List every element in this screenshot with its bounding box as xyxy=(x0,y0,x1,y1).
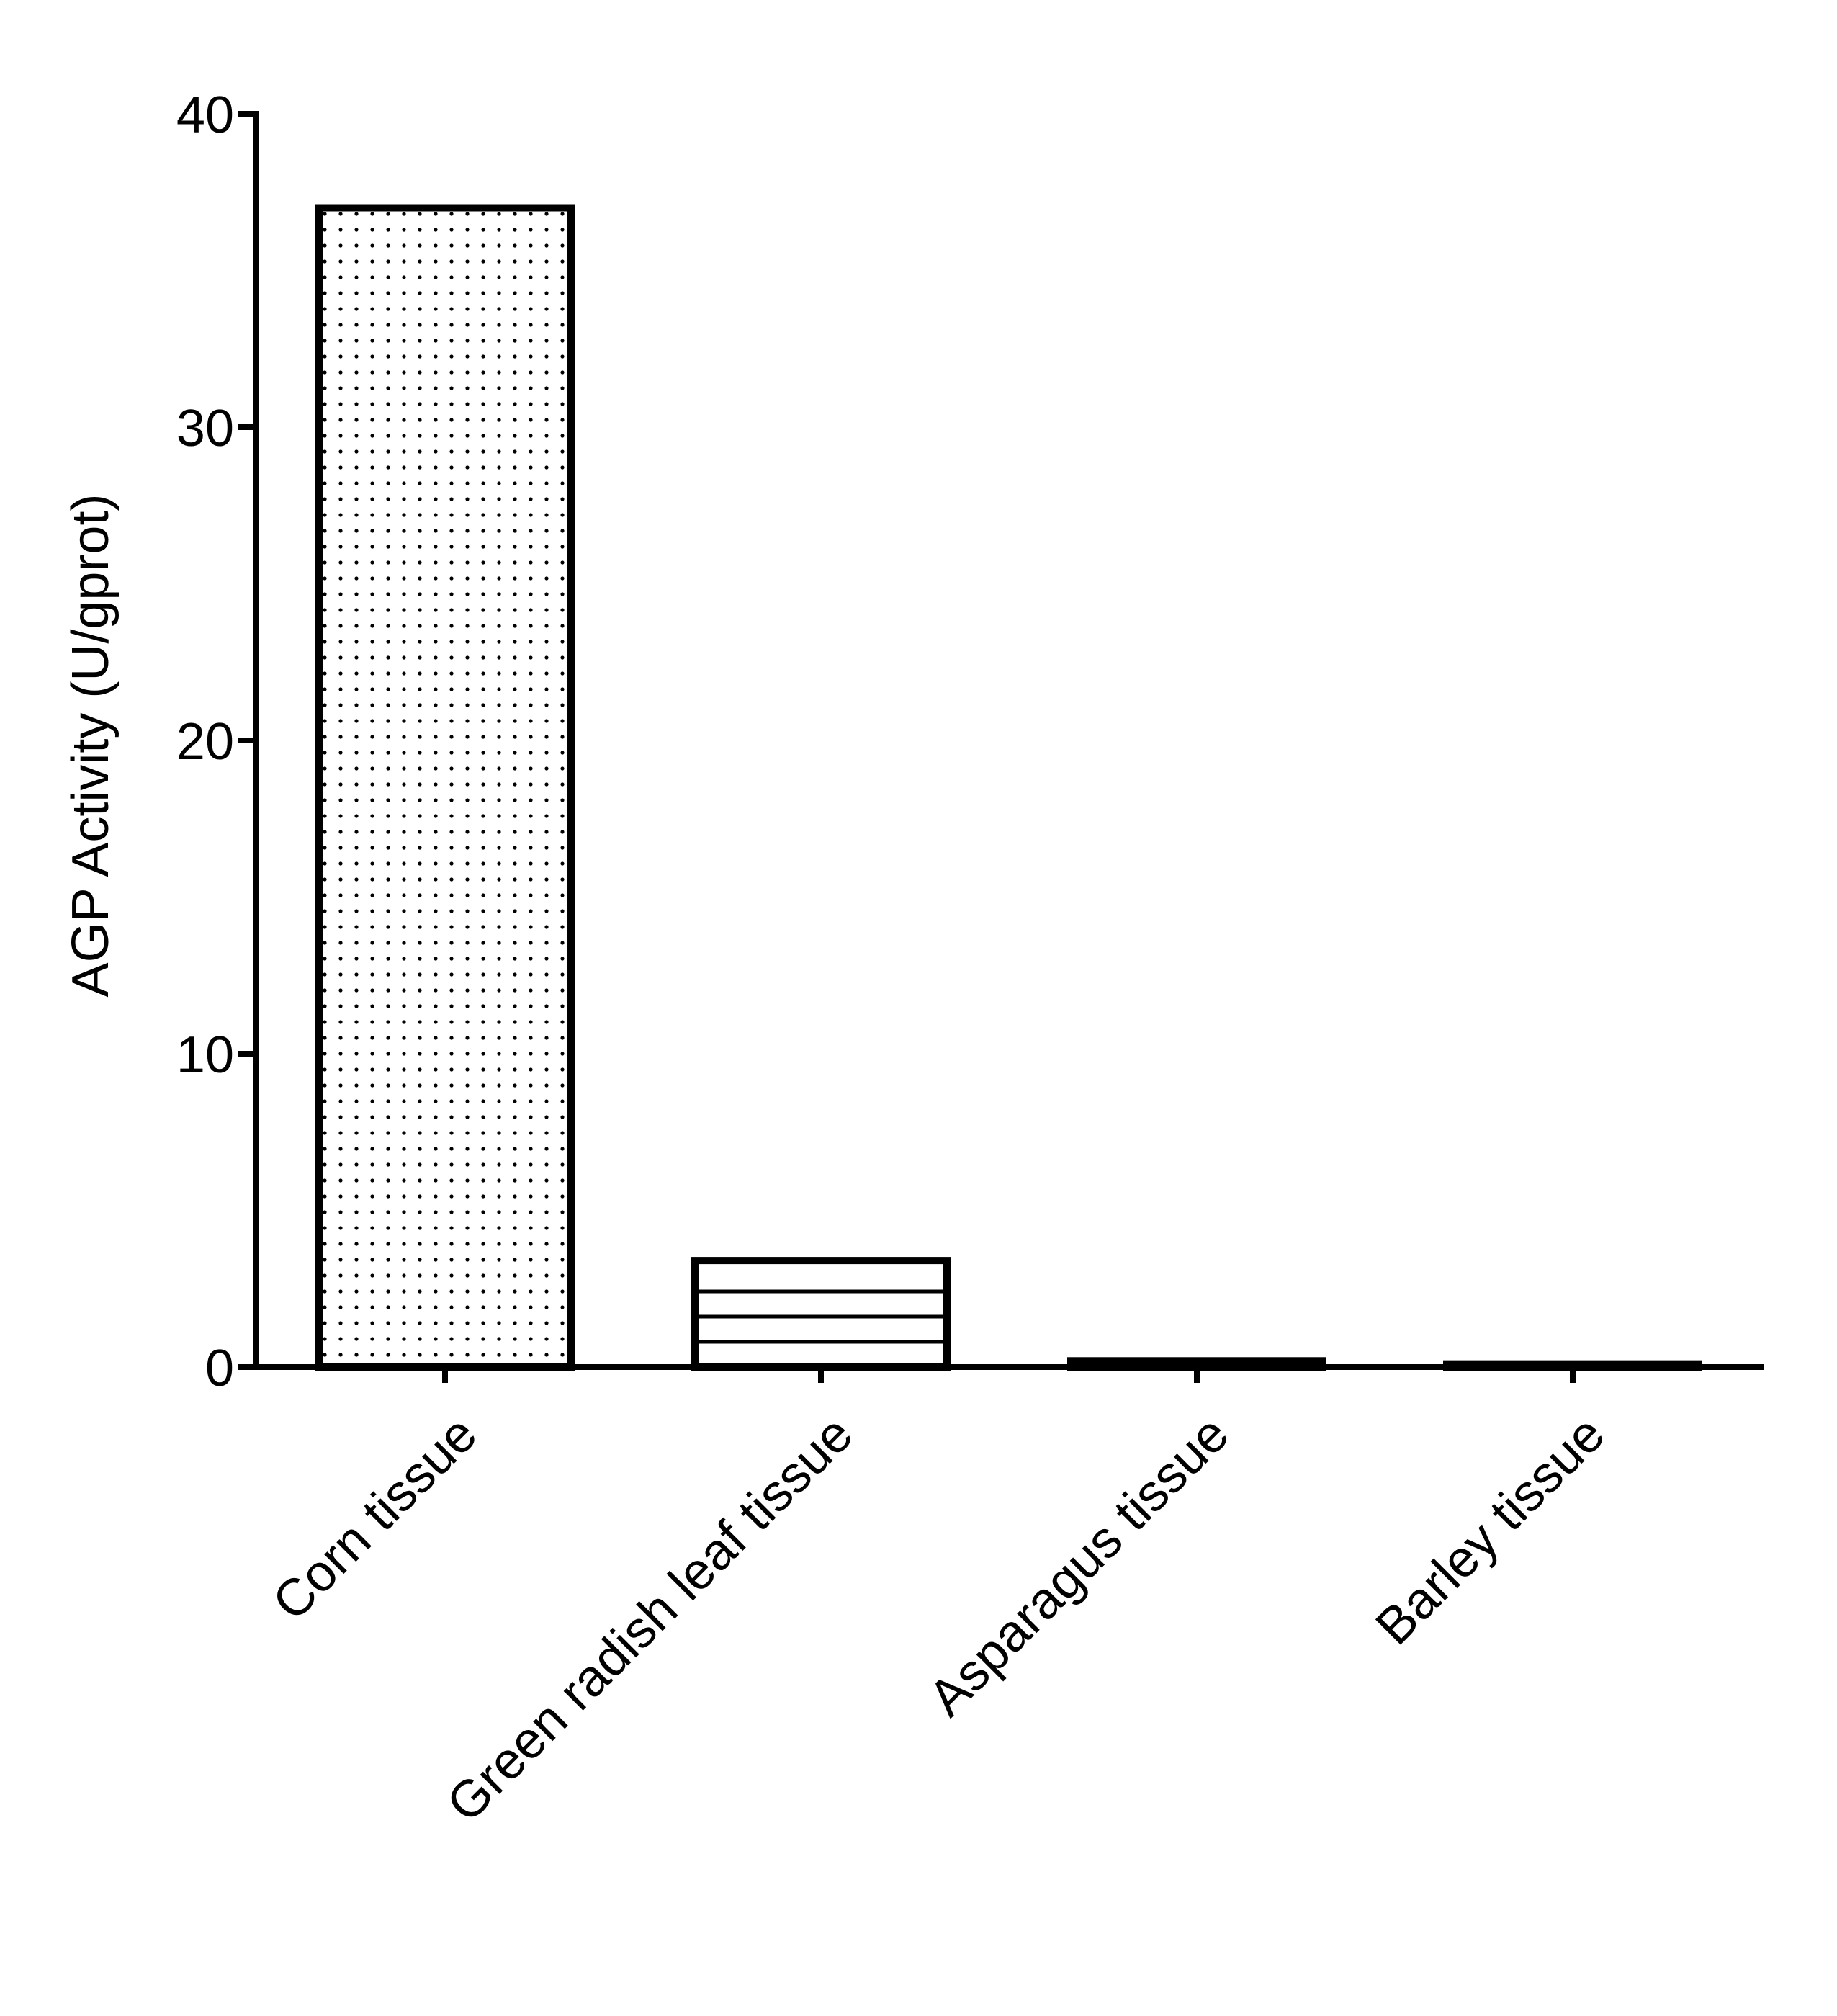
bar xyxy=(691,1257,951,1371)
x-tick-label: Barley tissue xyxy=(1365,1405,1616,1656)
bar xyxy=(315,204,575,1371)
x-tick-label: Corn tissue xyxy=(261,1405,488,1631)
y-tick-label: 10 xyxy=(176,1026,234,1084)
x-tick-label: Green radish leaf tissue xyxy=(436,1405,863,1833)
bar-group xyxy=(315,204,575,1371)
bar-group xyxy=(691,1257,951,1371)
y-tick-label: 30 xyxy=(176,400,234,457)
x-tick-label: Asparagus tissue xyxy=(917,1405,1239,1727)
y-tick-label: 40 xyxy=(176,86,234,144)
y-axis-title: AGP Activity (U/gprot) xyxy=(62,494,120,998)
y-tick-label: 0 xyxy=(205,1340,234,1397)
y-tick-label: 20 xyxy=(176,713,234,771)
